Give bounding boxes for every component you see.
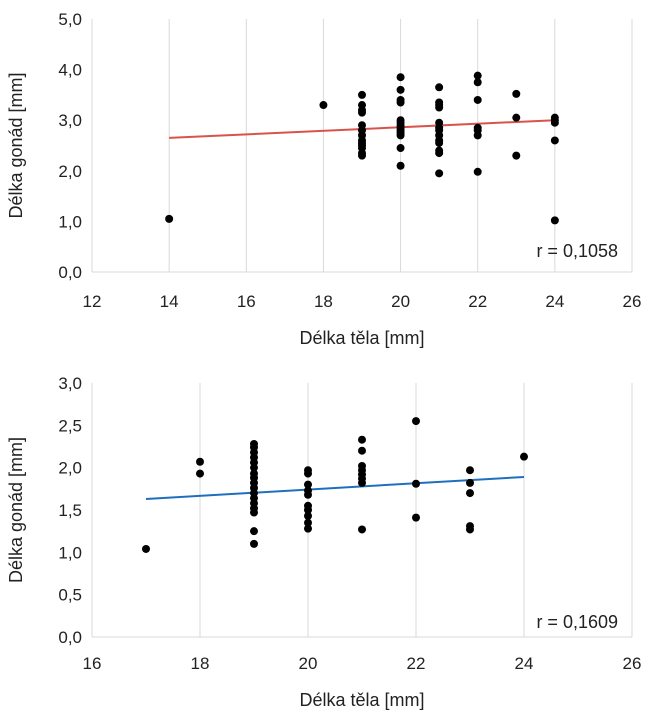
data-point [396, 161, 405, 170]
y-axis-label: Délka gonád [mm] [6, 72, 26, 218]
data-point [304, 506, 312, 514]
y-tick-label: 0,5 [58, 586, 82, 605]
data-point [358, 446, 366, 455]
data-point [550, 216, 559, 225]
data-point [396, 131, 405, 140]
data-point [466, 478, 474, 487]
data-point [412, 513, 420, 522]
data-point [319, 101, 328, 110]
x-tick-label: 22 [468, 292, 487, 311]
x-tick-label: 26 [623, 654, 642, 673]
data-point [358, 478, 366, 487]
y-tick-label: 2,0 [58, 459, 82, 478]
data-point [473, 95, 482, 104]
y-tick-label: 2,5 [58, 416, 82, 435]
data-point [435, 149, 444, 158]
data-point [512, 151, 521, 160]
data-point [250, 463, 258, 472]
data-point [358, 108, 366, 117]
data-point [196, 457, 204, 466]
x-tick-label: 22 [407, 654, 426, 673]
data-point [304, 490, 312, 499]
x-tick-label: 26 [623, 292, 642, 311]
data-point [435, 169, 444, 178]
data-point [550, 136, 559, 145]
scatter-chart-top: 12 14 16 18 20 22 24 26 0,0 1,0 2,0 3,0 4,0 5,0 Délka … [6, 10, 642, 348]
data-point [304, 518, 312, 527]
data-point [396, 73, 405, 82]
x-tick-label: 24 [515, 654, 534, 673]
data-point [250, 508, 258, 517]
y-tick-label: 1,5 [58, 501, 82, 520]
data-point [304, 469, 312, 478]
data-point [396, 144, 405, 153]
y-tick-label: 1,0 [58, 212, 82, 231]
data-point [358, 151, 366, 160]
y-tick-label: 2,0 [58, 162, 82, 181]
trendline [145, 475, 525, 500]
data-point [358, 90, 366, 99]
y-tick-label: 1,0 [58, 543, 82, 562]
data-point [358, 525, 366, 534]
data-point [412, 417, 420, 426]
correlation-annotation: r = 0,1058 [536, 241, 618, 261]
y-tick-label: 4,0 [58, 61, 82, 80]
y-tick-label: 3,0 [58, 374, 82, 393]
data-point [473, 131, 482, 140]
data-point [435, 83, 444, 92]
y-tick-label: 3,0 [58, 111, 82, 130]
data-point [165, 214, 174, 223]
data-point [512, 113, 521, 122]
x-tick-label: 16 [237, 292, 256, 311]
data-point [250, 539, 258, 548]
data-point [512, 89, 521, 98]
data-point [304, 511, 312, 520]
data-point [473, 78, 482, 87]
data-point [466, 466, 474, 475]
x-tick-label: 12 [83, 292, 102, 311]
correlation-annotation: r = 0,1609 [536, 612, 618, 632]
data-point [396, 98, 405, 107]
data-point [412, 479, 420, 488]
data-point [304, 524, 312, 533]
data-point [466, 525, 474, 534]
data-point [250, 527, 258, 536]
y-tick-label: 0,0 [58, 263, 82, 282]
data-point [520, 452, 528, 461]
x-tick-label: 18 [314, 292, 333, 311]
y-axis-label: Délka gonád [mm] [6, 437, 26, 583]
data-point [396, 85, 405, 94]
data-point [435, 138, 444, 147]
x-axis-label: Délka těla [mm] [299, 328, 424, 348]
data-point [473, 71, 482, 80]
x-tick-label: 14 [160, 292, 179, 311]
data-point [142, 544, 150, 553]
x-tick-label: 20 [391, 292, 410, 311]
data-point [550, 118, 559, 127]
x-tick-label: 16 [83, 654, 102, 673]
data-point [473, 167, 482, 176]
data-point [196, 469, 204, 478]
y-tick-label: 0,0 [58, 628, 82, 647]
x-tick-label: 20 [299, 654, 318, 673]
data-point [358, 435, 366, 444]
scatter-chart-bottom: 16 18 20 22 24 26 0,0 0,5 1,0 1,5 2,0 2,5 3,0 Délka t… [6, 374, 642, 710]
data-point [466, 489, 474, 498]
data-point [304, 480, 312, 489]
data-point [435, 103, 444, 112]
y-tick-label: 5,0 [58, 10, 82, 29]
x-axis-label: Délka těla [mm] [299, 690, 424, 710]
x-tick-label: 24 [545, 292, 564, 311]
x-tick-label: 18 [191, 654, 210, 673]
